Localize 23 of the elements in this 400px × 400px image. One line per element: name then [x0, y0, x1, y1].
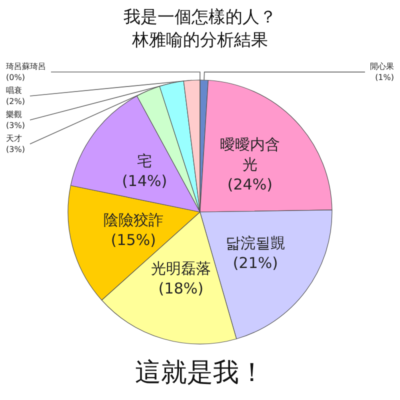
data-label: (24%)	[227, 175, 272, 194]
data-label: (3%)	[6, 145, 25, 154]
chart-subtitle: 林雅喻的分析結果	[131, 30, 268, 50]
data-label: (18%)	[158, 279, 204, 298]
data-label: (14%)	[122, 172, 168, 190]
text: 這就是我！	[135, 358, 265, 388]
slice-label: 陰險狡詐	[103, 211, 164, 230]
text: (0%)	[6, 73, 25, 82]
data-label: (21%)	[232, 254, 278, 272]
slice-label: 閒心果	[370, 62, 394, 72]
data-label: (3%)	[6, 121, 25, 130]
chart-title: 我是一個怎樣的人？	[124, 8, 276, 28]
category-label: 琦呂蘇琦呂	[6, 62, 46, 71]
slice-label: 光明磊落	[150, 259, 211, 278]
slice-label: 닯浣될覬	[225, 234, 286, 252]
slice-label: 天才	[6, 134, 22, 143]
slice-label: 宅	[137, 152, 152, 170]
slice-label: 樂觀	[6, 110, 22, 119]
slice-label: 唱衰	[6, 86, 22, 95]
slice-label: 曖曖内含光	[220, 135, 280, 174]
data-label: (15%)	[110, 231, 156, 250]
data-label: (2%)	[6, 97, 25, 106]
data-label: (1%)	[375, 73, 394, 82]
